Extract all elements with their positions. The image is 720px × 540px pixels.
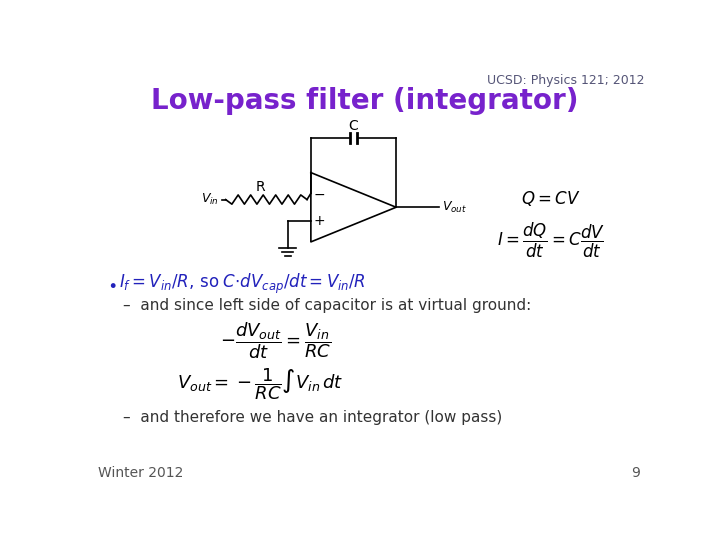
Text: $+$: $+$: [312, 214, 325, 228]
Text: $V_{out} = -\dfrac{1}{RC}\int V_{in}\,dt$: $V_{out} = -\dfrac{1}{RC}\int V_{in}\,dt…: [177, 367, 343, 402]
Text: R: R: [256, 180, 265, 194]
Text: Low-pass filter (integrator): Low-pass filter (integrator): [151, 87, 579, 115]
Text: $I_f = V_{in}/R,\,\mathrm{so}\;C{\cdot}dV_{cap}/dt = V_{in}/R$: $I_f = V_{in}/R,\,\mathrm{so}\;C{\cdot}d…: [120, 272, 366, 296]
Text: $-\dfrac{dV_{out}}{dt} = \dfrac{V_{in}}{RC}$: $-\dfrac{dV_{out}}{dt} = \dfrac{V_{in}}{…: [220, 320, 332, 361]
Text: $Q = CV$: $Q = CV$: [521, 188, 581, 207]
Text: 9: 9: [631, 466, 640, 480]
Text: –  and since left side of capacitor is at virtual ground:: – and since left side of capacitor is at…: [122, 298, 531, 313]
Text: $\bullet$: $\bullet$: [107, 275, 117, 293]
Text: $-$: $-$: [312, 186, 325, 200]
Text: Winter 2012: Winter 2012: [98, 466, 183, 480]
Text: –  and therefore we have an integrator (low pass): – and therefore we have an integrator (l…: [122, 410, 502, 425]
Text: $V_{in}$: $V_{in}$: [202, 192, 220, 207]
Text: $I = \dfrac{dQ}{dt} = C\dfrac{dV}{dt}$: $I = \dfrac{dQ}{dt} = C\dfrac{dV}{dt}$: [497, 221, 605, 260]
Text: $V_{out}$: $V_{out}$: [442, 200, 467, 215]
Text: C: C: [348, 119, 359, 133]
Text: UCSD: Physics 121; 2012: UCSD: Physics 121; 2012: [487, 74, 644, 87]
